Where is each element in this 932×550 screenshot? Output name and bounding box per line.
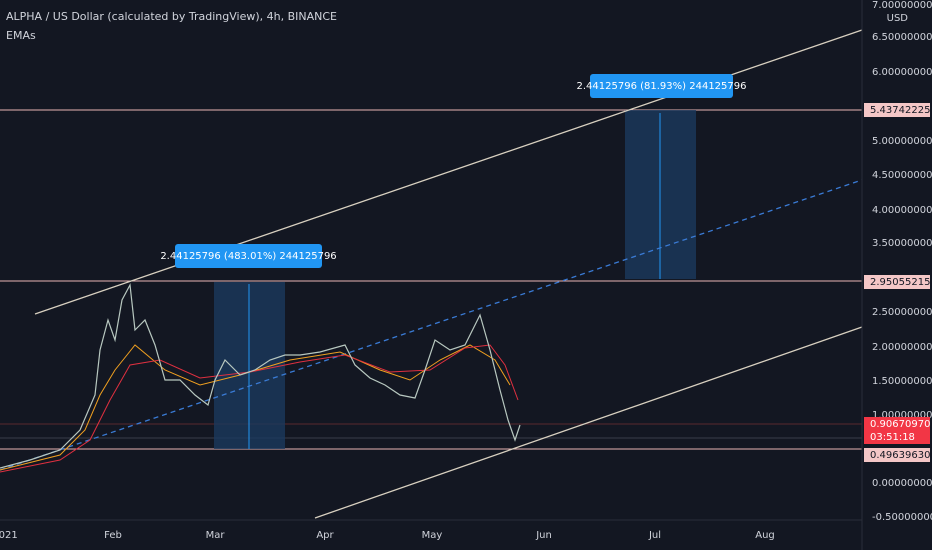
price-tag-label: 2.95055215 xyxy=(870,277,930,288)
price-line xyxy=(0,283,521,469)
price-label: 2.50000000 xyxy=(872,307,932,318)
price-tag xyxy=(864,430,930,444)
measure-label: 2.44125796 (81.93%) 244125796 xyxy=(577,81,747,92)
price-tag-label: 5.43742225 xyxy=(870,105,930,116)
price-label: 0.00000000 xyxy=(872,478,932,489)
measure-label-box xyxy=(590,74,733,98)
price-tag xyxy=(864,103,930,117)
ema-line xyxy=(0,344,519,473)
time-label: May xyxy=(422,530,443,541)
time-label: Apr xyxy=(316,530,334,541)
price-tag xyxy=(864,417,930,431)
time-label: 2021 xyxy=(0,530,18,541)
measure-label: 2.44125796 (483.01%) 244125796 xyxy=(160,251,336,262)
price-tag xyxy=(864,275,930,289)
time-label: Aug xyxy=(755,530,775,541)
price-label: 6.50000000 xyxy=(872,32,932,43)
price-label: 7.00000000 xyxy=(872,0,932,11)
price-label: 4.50000000 xyxy=(872,170,932,181)
price-unit: USD xyxy=(887,13,909,24)
price-label: 1.50000000 xyxy=(872,376,932,387)
time-label: Mar xyxy=(206,530,226,541)
price-label: 4.00000000 xyxy=(872,205,932,216)
price-label: 1.00000000 xyxy=(872,410,932,421)
price-tag-label: 0.90670970 xyxy=(870,419,930,430)
price-label: 5.00000000 xyxy=(872,136,932,147)
time-label: Jul xyxy=(648,530,661,541)
channel-line xyxy=(314,326,863,519)
measure-label-box xyxy=(175,244,322,268)
mid-line xyxy=(0,179,863,471)
time-label: Feb xyxy=(104,530,122,541)
price-label: -0.50000000 xyxy=(872,512,932,523)
time-label: Jun xyxy=(535,530,552,541)
chart-title: ALPHA / US Dollar (calculated by Trading… xyxy=(6,10,337,23)
price-label: 3.50000000 xyxy=(872,238,932,249)
price-tag-label: 0.49639630 xyxy=(870,450,930,461)
price-tag xyxy=(864,448,930,462)
price-tag-label: 03:51:18 xyxy=(870,432,915,443)
indicator-label[interactable]: EMAs xyxy=(6,29,36,42)
price-label: 6.00000000 xyxy=(872,67,932,78)
price-label: 2.00000000 xyxy=(872,342,932,353)
